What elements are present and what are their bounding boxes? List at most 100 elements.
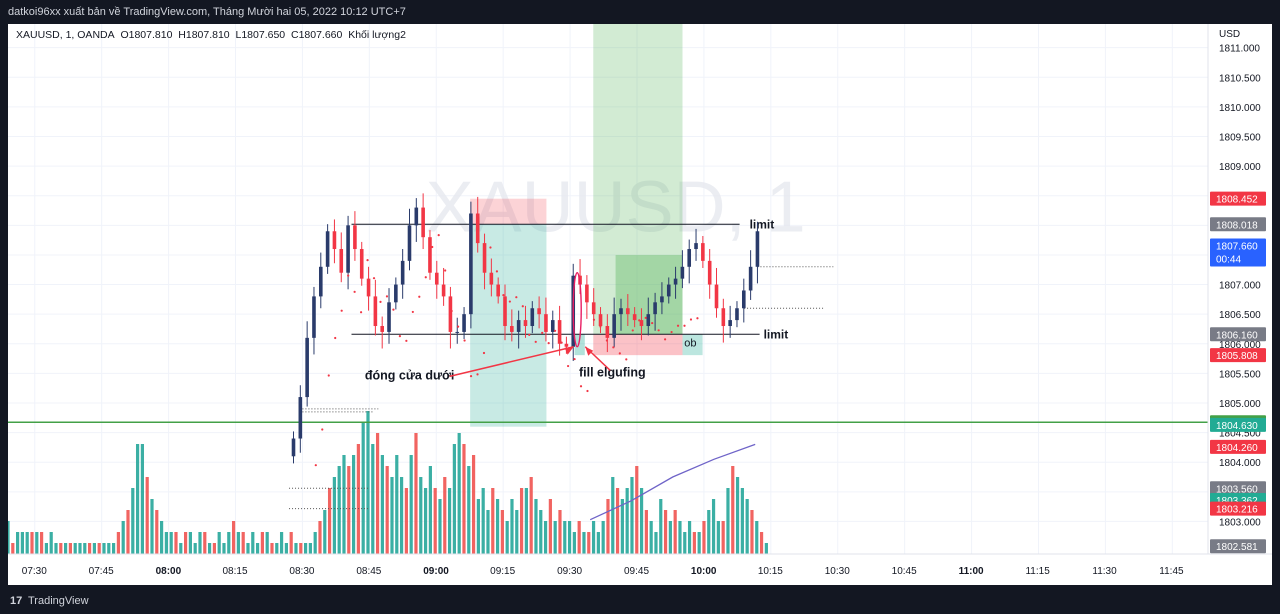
volume-bar (87, 543, 92, 554)
candle (673, 278, 678, 285)
price-label-bg (1210, 417, 1266, 432)
high-value: H1807.810 (178, 29, 230, 41)
candle (748, 266, 753, 291)
price-tick: 1809.500 (1219, 133, 1261, 144)
candle (407, 225, 412, 261)
candle (516, 320, 521, 332)
volume-bar (735, 477, 740, 554)
volume-bar (30, 532, 34, 554)
sar-dot (638, 319, 641, 322)
low-value: L1807.650 (235, 29, 286, 41)
footer-brand[interactable]: TradingView (28, 595, 89, 607)
symbol-info: XAUUSD, 1, OANDA (16, 29, 115, 41)
volume-bar (683, 532, 687, 554)
price-tick: 1811.000 (1219, 44, 1260, 55)
volume-bar (303, 543, 308, 554)
sar-dot (554, 329, 557, 332)
sar-dot (398, 335, 401, 338)
volume-bar (654, 532, 658, 554)
price-tick: 1809.000 (1219, 162, 1261, 173)
price-label-bg (1210, 327, 1266, 342)
sar-dot (405, 339, 408, 342)
candle (503, 296, 507, 327)
price-label: 1803.560 (1216, 484, 1258, 495)
volume-bar (587, 532, 591, 554)
sar-dot (347, 274, 350, 277)
time-tick: 10:30 (825, 566, 850, 577)
volume-bar (231, 521, 236, 554)
volume-bar (236, 532, 240, 554)
sar-dot (644, 316, 647, 319)
time-tick: 07:30 (22, 566, 47, 577)
time-tick: 09:30 (557, 566, 582, 577)
volume-bar (582, 532, 586, 554)
candle (387, 302, 391, 332)
volume-bar (193, 543, 197, 554)
volume-bar (49, 532, 53, 554)
candle (646, 314, 651, 327)
volume-bar (419, 477, 423, 554)
candle (441, 284, 446, 297)
sar-dot (683, 324, 686, 327)
candle (550, 320, 555, 332)
price-label: 1807.660 (1216, 241, 1258, 252)
sar-dot (566, 364, 570, 368)
time-tick: 08:30 (289, 566, 314, 577)
arrow-line (449, 346, 574, 378)
volume-bar (471, 455, 476, 554)
publish-bar: datkoi96xx xuất bản về TradingView.com, … (0, 0, 1280, 24)
footer-bar: 17 TradingView (0, 588, 1280, 614)
candle (400, 260, 405, 285)
volume-bar (145, 477, 149, 554)
sar-dot (457, 325, 460, 328)
price-label: 1808.452 (1216, 195, 1258, 206)
sar-dot (502, 294, 505, 297)
volume-bar (519, 488, 524, 554)
candle (421, 207, 425, 238)
sar-dot (431, 245, 434, 249)
volume-bar (241, 532, 245, 554)
price-label-bg (1210, 191, 1266, 206)
volume-bar (659, 499, 663, 554)
volume-bar (635, 466, 639, 554)
chart-frame[interactable]: XAUUSD, 1 limit limit đóng cửa dưới fill elg… (8, 24, 1272, 585)
price-tick: 1805.500 (1219, 369, 1261, 380)
volume-bar (740, 488, 744, 554)
volume-bar (323, 510, 327, 554)
candle (557, 320, 562, 344)
volume-bar (135, 444, 140, 554)
volume-bar (467, 466, 471, 554)
volume-bar (452, 444, 456, 554)
arrow-head (564, 346, 574, 355)
volume-bar (759, 532, 764, 554)
volume-bar (54, 543, 58, 554)
time-tick: 11:15 (1025, 566, 1050, 577)
volume-bar (313, 532, 317, 554)
volume-bar (332, 477, 336, 554)
volume-bar (726, 488, 730, 554)
price-label-bg (1210, 439, 1266, 454)
volume-bar (615, 488, 620, 554)
candle (489, 272, 494, 285)
sar-dot (651, 321, 654, 325)
candle (728, 320, 732, 327)
candle (537, 308, 541, 315)
volume-bar (265, 532, 269, 554)
volume-bar (44, 543, 48, 554)
candle (325, 231, 330, 267)
sar-dot (579, 385, 583, 388)
sar-dot (547, 342, 550, 345)
volume-bar (428, 466, 432, 554)
price-label: 1803.362 (1216, 496, 1258, 507)
volume-bar (663, 510, 668, 554)
volume-bar (750, 510, 754, 554)
volume-bar (731, 466, 735, 554)
candle (298, 397, 303, 439)
volume-bar (447, 488, 452, 554)
volume-bar (25, 532, 29, 554)
volume-bar (639, 488, 644, 554)
volume-bar (73, 543, 77, 554)
sar-dot (359, 311, 363, 314)
time-tick: 11:45 (1159, 566, 1184, 577)
